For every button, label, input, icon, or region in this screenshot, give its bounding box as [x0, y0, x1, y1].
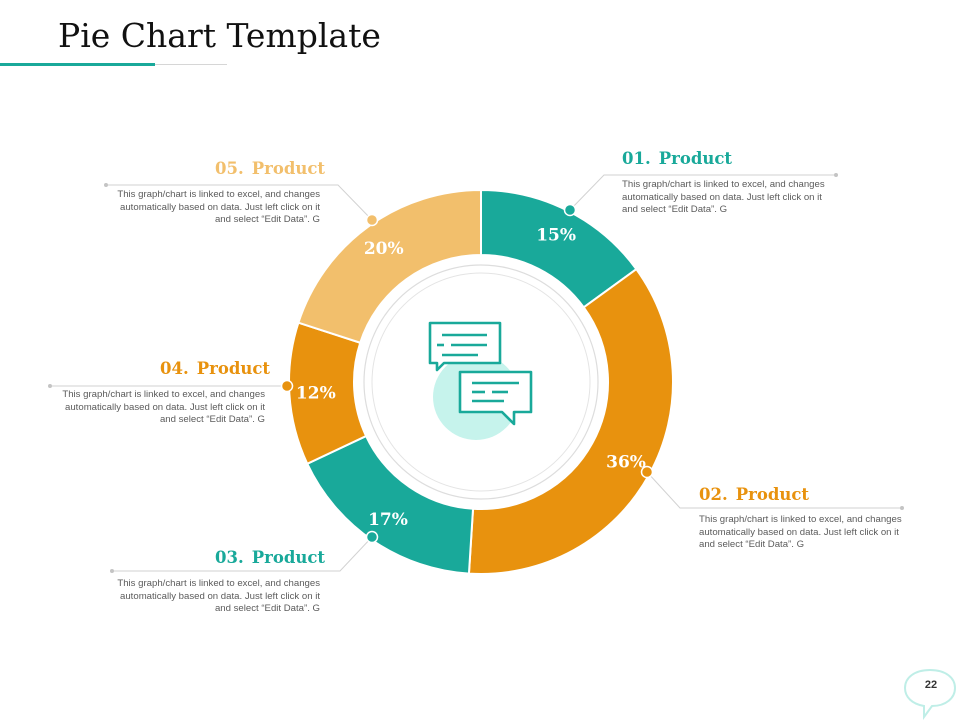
- marker-dot-product-02: [640, 465, 654, 479]
- value-label-product-04: 12%: [296, 383, 336, 403]
- product-01-number: 01.: [622, 149, 651, 168]
- slice-product-05: [297, 188, 482, 345]
- leader-end-dot-product-05: [104, 183, 108, 187]
- title-underline-accent: [0, 63, 155, 66]
- slice-product-03: [305, 434, 475, 575]
- value-labels: 15% 36% 17% 12% 20%: [296, 226, 646, 530]
- product-02-label: Product: [735, 485, 810, 504]
- marker-dot-product-04: [280, 379, 294, 393]
- leader-end-dot-product-03: [110, 569, 114, 573]
- value-label-product-05: 20%: [364, 239, 404, 259]
- product-05-title: 05. Product: [215, 159, 325, 178]
- leader-line-product-01: [569, 174, 836, 211]
- leader-line-product-02: [646, 471, 902, 509]
- product-05-number: 05.: [215, 159, 244, 178]
- product-05-description: This graph/chart is linked to excel, and…: [117, 189, 320, 226]
- leader-lines: [48, 173, 904, 573]
- product-01-title: 01. Product: [622, 149, 732, 168]
- product-02-description: This graph/chart is linked to excel, and…: [699, 514, 902, 551]
- page-number: 22: [924, 679, 938, 691]
- inner-ring-inner: [371, 272, 591, 492]
- title-underline: [155, 64, 227, 65]
- leader-end-dot-product-04: [48, 384, 52, 388]
- value-label-product-01: 15%: [536, 226, 576, 246]
- product-04-title: 04. Product: [160, 359, 270, 378]
- product-01-description: This graph/chart is linked to excel, and…: [622, 179, 825, 216]
- donut-slices: [288, 188, 674, 575]
- leader-line-product-03: [112, 536, 373, 572]
- product-03-description: This graph/chart is linked to excel, and…: [117, 578, 320, 615]
- product-05-label: Product: [251, 159, 326, 178]
- marker-dot-product-05: [365, 213, 379, 227]
- leader-line-product-05: [106, 184, 373, 221]
- marker-dot-product-03: [365, 530, 379, 544]
- leader-end-dot-product-02: [900, 506, 904, 510]
- product-04-number: 04.: [160, 359, 189, 378]
- leader-end-dot-product-01: [834, 173, 838, 177]
- page-title: Pie Chart Template: [58, 16, 381, 55]
- product-02-title: 02. Product: [699, 485, 809, 504]
- value-label-product-03: 17%: [368, 510, 408, 530]
- product-01-label: Product: [658, 149, 733, 168]
- inner-ring-outer: [363, 264, 599, 500]
- value-label-product-02: 36%: [606, 453, 646, 473]
- product-03-title: 03. Product: [215, 548, 325, 567]
- marker-dot-product-01: [563, 203, 577, 217]
- product-02-number: 02.: [699, 485, 728, 504]
- product-04-description: This graph/chart is linked to excel, and…: [62, 389, 265, 426]
- chat-bubbles-icon: [428, 321, 533, 440]
- product-03-label: Product: [251, 548, 326, 567]
- slice-product-02: [467, 267, 674, 575]
- product-04-label: Product: [196, 359, 271, 378]
- product-03-number: 03.: [215, 548, 244, 567]
- speech-bubble-icon: [903, 668, 957, 720]
